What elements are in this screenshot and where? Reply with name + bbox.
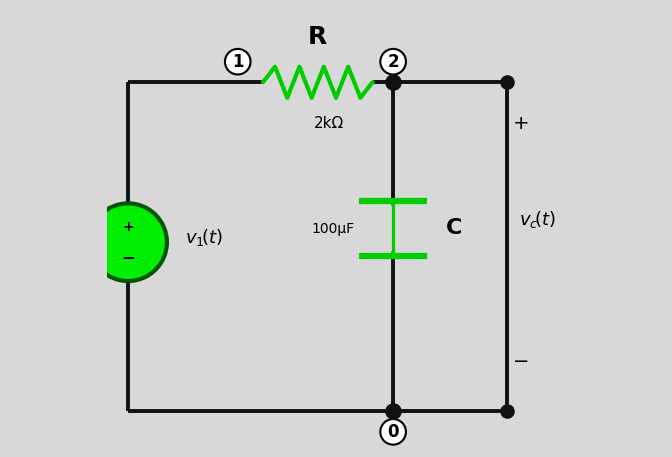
Text: −: − [121, 248, 135, 266]
Circle shape [380, 49, 406, 74]
Point [388, 79, 398, 86]
Circle shape [89, 203, 167, 281]
Text: −: − [513, 351, 530, 371]
Text: +: + [122, 220, 134, 234]
Text: $v_c\!\left(t\right)$: $v_c\!\left(t\right)$ [519, 209, 556, 230]
Text: 0: 0 [387, 423, 399, 441]
Text: $v_1\!\left(t\right)$: $v_1\!\left(t\right)$ [185, 227, 223, 248]
Point [388, 408, 398, 415]
Text: +: + [513, 114, 530, 133]
Text: 2: 2 [387, 53, 399, 71]
Text: 2kΩ: 2kΩ [314, 116, 344, 131]
Text: 1: 1 [232, 53, 243, 71]
Text: C: C [446, 218, 462, 239]
Text: 100μF: 100μF [311, 222, 354, 235]
Point [502, 79, 513, 86]
Circle shape [225, 49, 251, 74]
Point [502, 408, 513, 415]
Circle shape [380, 419, 406, 445]
Text: R: R [308, 25, 327, 48]
